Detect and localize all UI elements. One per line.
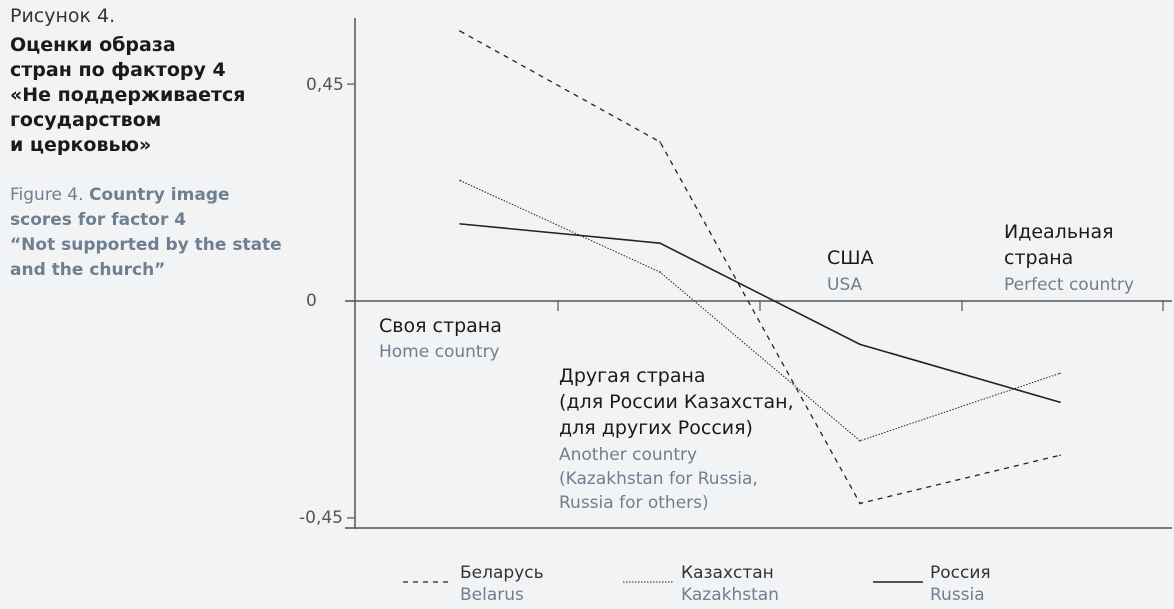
y-tick-label-1: 0	[306, 291, 317, 311]
category-label-en-1: Another country (Kazakhstan for Russia, …	[559, 445, 758, 513]
data-point-belarus-2	[859, 502, 861, 505]
category-label-ru-2: США	[827, 247, 874, 269]
series-line-belarus	[459, 30, 1061, 505]
title-en: Figure 4. Country image scores for facto…	[10, 183, 282, 283]
data-point-belarus-3	[1059, 454, 1061, 457]
category-label-ru-3: Идеальная страна	[1004, 221, 1114, 269]
data-point-russia-2	[859, 343, 861, 346]
data-point-kazakhstan-3	[1059, 372, 1061, 375]
category-label-en-0: Home country	[379, 342, 500, 362]
data-point-belarus-0	[459, 30, 461, 32]
legend-label-en-0: Belarus	[460, 585, 524, 605]
title-ru: Оценки образа стран по фактору 4 «Не под…	[10, 34, 246, 156]
category-label-ru-1: Другая страна (для России Казахстан, для…	[559, 365, 794, 439]
legend-label-en-1: Kazakhstan	[681, 585, 779, 605]
figure-number-ru: Рисунок 4.	[10, 5, 116, 27]
series-line-russia	[459, 223, 1061, 403]
legend-label-en-2: Russia	[930, 585, 985, 605]
data-point-russia-0	[459, 223, 461, 225]
category-label-ru-0: Своя страна	[379, 315, 502, 337]
subtitle-en: Country image scores for factor 4 “Not s…	[10, 185, 282, 280]
category-label-en-2: USA	[827, 275, 863, 295]
data-point-russia-1	[659, 242, 661, 244]
data-point-russia-3	[1059, 401, 1061, 404]
category-label-en-3: Perfect country	[1004, 275, 1134, 295]
y-tick-label-2: -0,45	[299, 508, 343, 528]
y-tick-label-0: 0,45	[306, 75, 344, 95]
legend-label-2: Россия	[930, 563, 991, 583]
legend-label-0: Беларусь	[460, 563, 544, 583]
data-point-belarus-1	[659, 141, 661, 143]
data-point-kazakhstan-0	[459, 179, 461, 182]
data-point-kazakhstan-1	[659, 271, 661, 273]
data-point-kazakhstan-2	[859, 439, 861, 442]
legend-label-1: Казахстан	[681, 563, 774, 583]
figure-number-en: Figure 4.	[10, 185, 89, 205]
